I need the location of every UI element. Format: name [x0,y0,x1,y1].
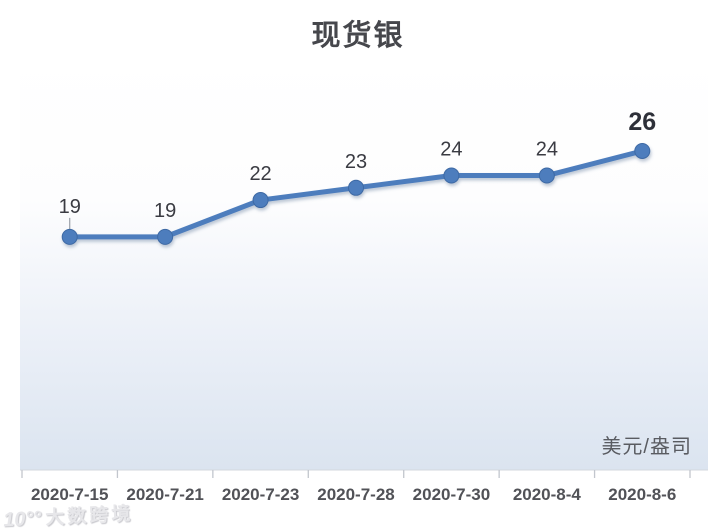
x-axis-label: 2020-8-4 [513,485,582,504]
data-point-2020-7-21 [157,228,174,245]
data-point-2020-7-28 [348,179,364,196]
data-point-2020-7-15 [61,228,78,245]
data-label: 24 [536,139,558,161]
x-axis-label: 2020-7-15 [31,485,109,504]
x-axis-labels: 2020-7-15 2020-7-21 2020-7-23 2020-7-28 2020… [31,485,676,504]
data-label: 19 [59,196,81,218]
series-spot-silver [61,142,651,245]
chart-title: 现货银 [311,20,405,52]
data-point-2020-8-4 [538,167,555,184]
data-label: 19 [154,200,176,222]
data-label-emphasized: 26 [628,108,656,136]
x-axis-label: 2020-7-30 [413,485,491,504]
data-labels: 19 19 22 23 24 24 26 [59,108,657,222]
watermark-logo-icon: 10°° [2,507,42,532]
x-axis-ticks [21,470,691,478]
x-axis-label: 2020-7-21 [126,485,204,504]
data-point-2020-7-23 [252,192,269,209]
x-axis-label: 2020-8-6 [608,485,676,504]
data-point-2020-8-6 [634,142,651,159]
x-axis-label: 2020-7-23 [222,485,300,504]
watermark-text: 大数跨境 [44,503,134,530]
x-axis-label: 2020-7-28 [317,485,395,504]
data-label: 23 [345,151,367,173]
unit-label: 美元/盎司 [601,436,692,458]
data-label: 24 [440,139,462,161]
data-point-2020-7-30 [443,167,460,184]
data-label: 22 [249,163,271,185]
plot-area [20,54,708,470]
